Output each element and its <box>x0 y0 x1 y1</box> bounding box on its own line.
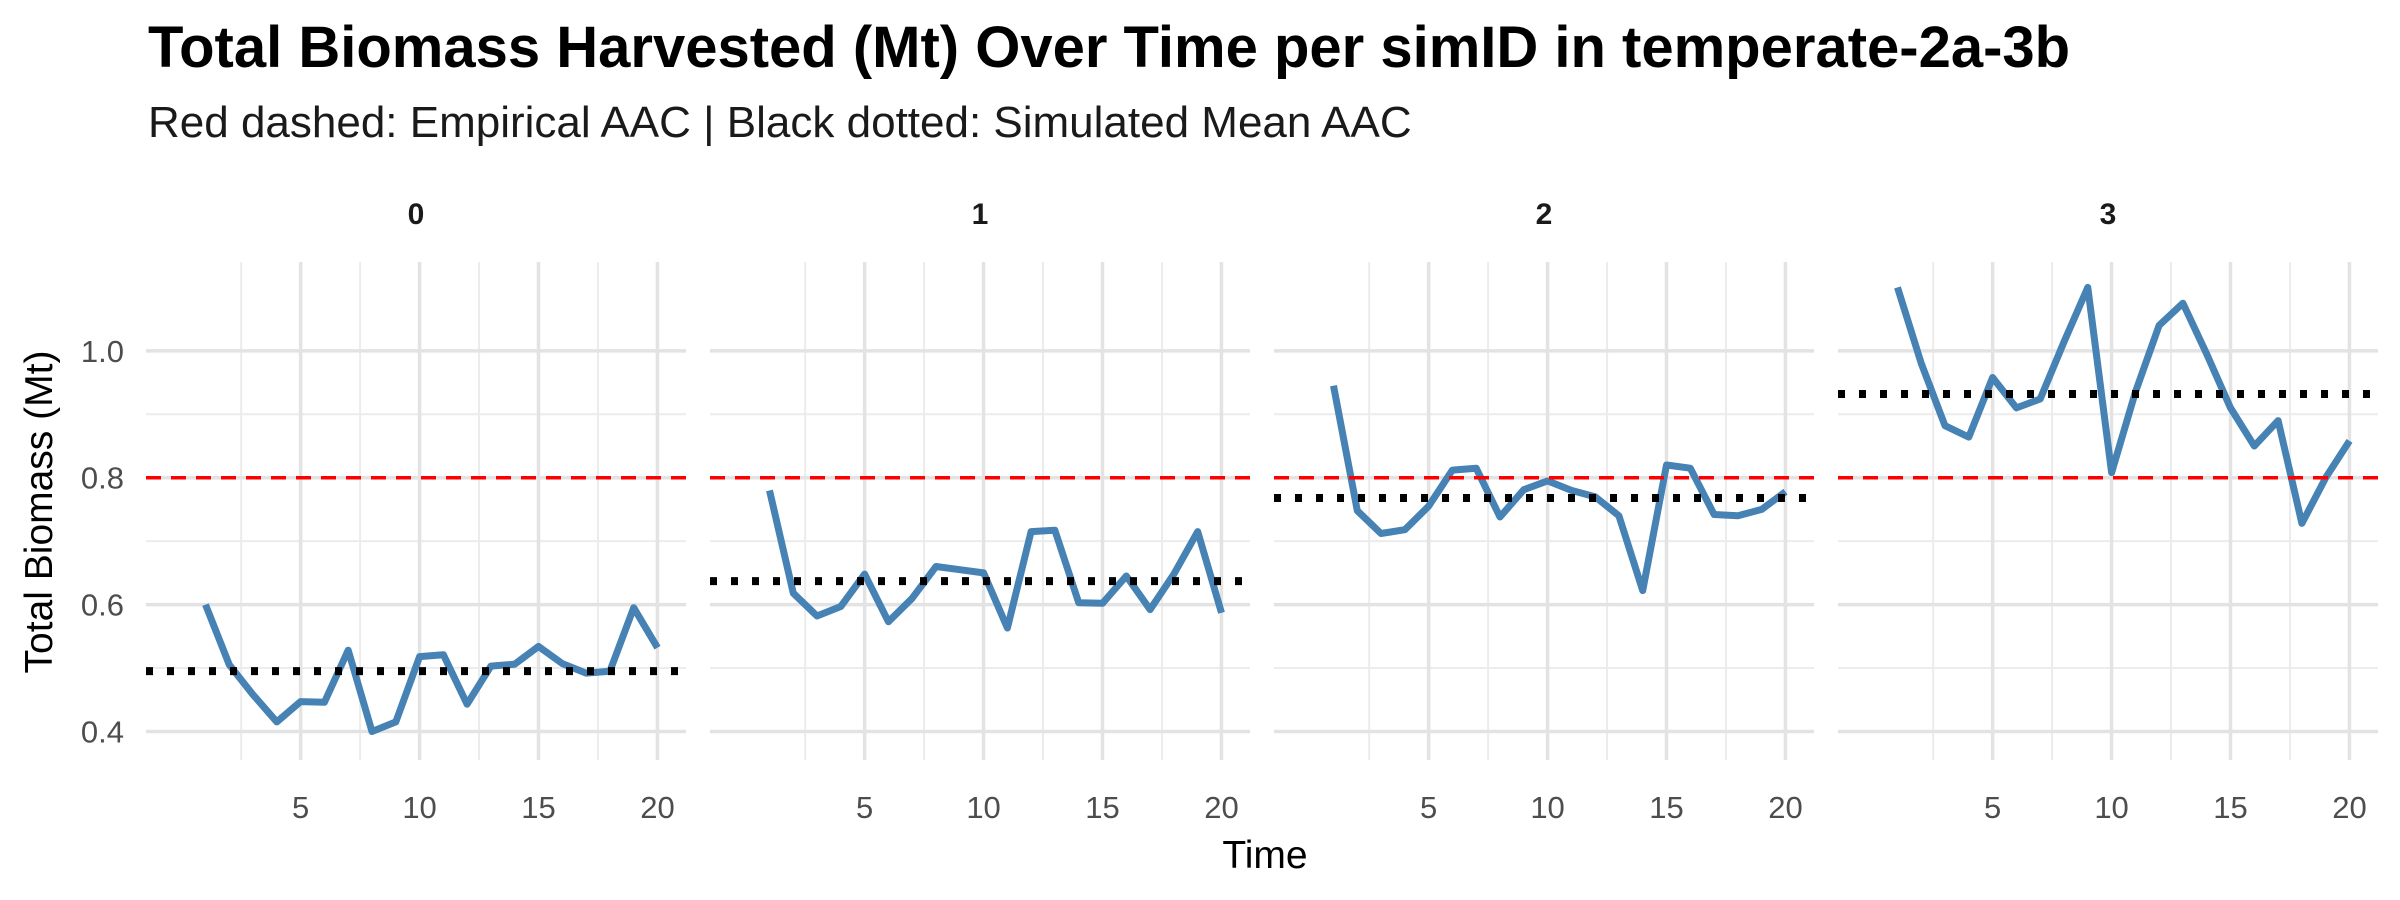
x-tick-label: 10 <box>966 790 1000 825</box>
x-tick-label: 10 <box>1530 790 1564 825</box>
facet-strip-label: 2 <box>1536 198 1553 231</box>
x-axis-title: Time <box>1222 834 1307 877</box>
y-axis-title: Total Biomass (Mt) <box>18 351 61 674</box>
x-tick-label: 5 <box>856 790 873 825</box>
y-tick-label: 0.6 <box>81 588 124 623</box>
x-tick-label: 5 <box>1984 790 2001 825</box>
x-tick-label: 20 <box>1768 790 1802 825</box>
chart-title: Total Biomass Harvested (Mt) Over Time p… <box>148 15 2071 80</box>
y-tick-label: 1.0 <box>81 334 124 369</box>
biomass-series-line <box>1330 385 1788 595</box>
facet-strip-label: 3 <box>2100 198 2117 231</box>
facet-strip-label: 0 <box>408 198 425 231</box>
y-tick-label: 0.8 <box>81 461 124 496</box>
facet-panel-1: 15 10 15 20 <box>710 198 1250 825</box>
x-tick-label: 20 <box>640 790 674 825</box>
x-tick-label: 20 <box>2332 790 2366 825</box>
x-tick-label: 15 <box>1649 790 1683 825</box>
x-tick-label: 10 <box>2094 790 2128 825</box>
facet-strip-label: 1 <box>972 198 989 231</box>
y-tick-label: 0.4 <box>81 714 124 749</box>
x-tick-label: 15 <box>2213 790 2247 825</box>
biomass-series-line <box>1894 283 2353 527</box>
x-tick-label: 15 <box>521 790 555 825</box>
y-axis-labels: 0.4 0.6 0.8 1.0 <box>81 334 124 750</box>
facet-panel-0: 0 5 10 15 20 <box>146 198 686 825</box>
x-tick-label: 15 <box>1085 790 1119 825</box>
biomass-series-line <box>766 489 1225 632</box>
x-tick-label: 5 <box>1420 790 1437 825</box>
facet-panel-3: 3 5 10 15 20 <box>1838 198 2378 825</box>
x-tick-label: 10 <box>402 790 436 825</box>
biomass-series-line <box>202 603 661 735</box>
facet-panel-2: 2 5 10 15 20 <box>1274 198 1814 825</box>
chart-subtitle: Red dashed: Empirical AAC | Black dotted… <box>148 98 1412 147</box>
x-tick-label: 20 <box>1204 790 1238 825</box>
x-tick-label: 5 <box>292 790 309 825</box>
